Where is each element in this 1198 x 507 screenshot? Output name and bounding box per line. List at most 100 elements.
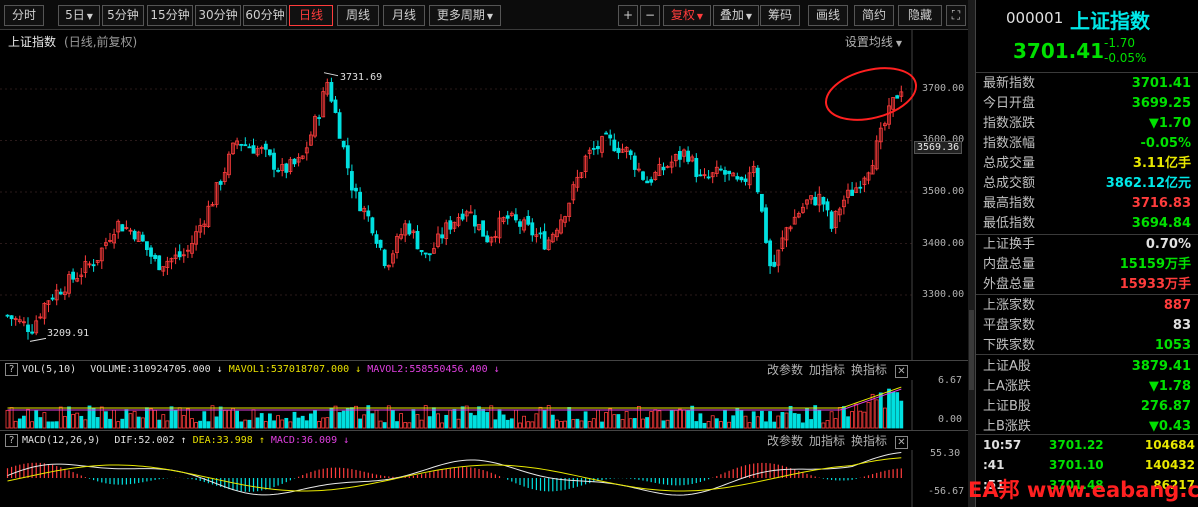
period-tab-30min[interactable]: 30分钟 — [195, 5, 241, 26]
volume-bar — [112, 409, 116, 429]
volume-bar — [378, 420, 383, 429]
volume-bar — [858, 410, 863, 429]
high-marker-arrow — [323, 72, 339, 77]
period-tab-daily[interactable]: 日线 — [289, 5, 333, 26]
vertical-scrollbar[interactable] — [968, 0, 975, 507]
zoom-out-button[interactable]: − — [640, 5, 660, 26]
add-indicator-button[interactable]: 加指标 — [808, 434, 845, 448]
candle-body — [620, 148, 625, 153]
volume-bar — [567, 407, 572, 429]
volume-bar — [149, 408, 153, 429]
candle-body — [526, 215, 531, 225]
fullscreen-icon[interactable]: ⛶ — [946, 5, 966, 26]
panel-divider — [976, 354, 1198, 355]
modify-params-button[interactable]: 改参数 — [766, 363, 803, 377]
draw-line-button[interactable]: 画线 — [808, 5, 848, 26]
volume-bar — [665, 419, 670, 429]
period-tab-minute[interactable]: 分时 — [4, 5, 44, 26]
volume-chart-canvas[interactable] — [0, 380, 968, 430]
close-icon[interactable]: ✕ — [895, 365, 908, 378]
switch-indicator-button[interactable]: 换指标 — [850, 363, 887, 377]
quote-row-value: 3879.41 — [1131, 359, 1191, 374]
volume-bar — [431, 407, 436, 429]
candle-body — [345, 145, 350, 169]
volume-bar — [308, 413, 313, 429]
volume-bar — [788, 405, 793, 429]
candle-body — [460, 213, 465, 220]
candle-body — [817, 193, 822, 206]
index-change-percent: -0.05% — [1104, 51, 1147, 65]
tick-time: :51 — [983, 478, 1005, 492]
volume-bar — [653, 409, 658, 429]
period-tab-5day[interactable]: 5日 ▼ — [58, 5, 100, 26]
candle-body — [616, 147, 621, 153]
quote-row: 最低指数 3694.84 — [983, 214, 1191, 234]
period-tab-60min[interactable]: 60分钟 — [243, 5, 287, 26]
volume-bar — [202, 411, 207, 429]
volume-bar — [222, 410, 227, 429]
quote-row-value: 3699.25 — [1131, 96, 1191, 111]
scrollbar-thumb[interactable] — [969, 310, 974, 390]
volume-bar — [87, 405, 92, 429]
price-chart-canvas[interactable] — [0, 30, 968, 360]
volume-bar — [354, 405, 358, 429]
candle-body — [198, 225, 203, 233]
quote-row-value: 3.11亿手 — [1132, 156, 1191, 171]
volume-bar — [505, 419, 510, 429]
candle-body — [276, 169, 281, 172]
volume-bar — [38, 417, 43, 429]
period-tab-15min[interactable]: 15分钟 — [147, 5, 193, 26]
volume-bar — [177, 407, 182, 429]
quote-row-label: 总成交额 — [983, 176, 1036, 191]
volume-bar — [153, 409, 158, 429]
modify-params-button[interactable]: 改参数 — [766, 434, 803, 448]
caret-down-icon: ▼ — [696, 12, 704, 21]
volume-bar — [538, 406, 543, 429]
candle-body — [878, 127, 883, 143]
volume-bar — [690, 405, 695, 429]
volume-bar — [440, 422, 445, 429]
zoom-in-button[interactable]: + — [618, 5, 638, 26]
period-tab-weekly[interactable]: 周线 — [337, 5, 379, 26]
ma-settings-dropdown[interactable]: 设置均线 ▼ — [845, 33, 902, 50]
volume-bar — [9, 407, 14, 429]
overlay-dropdown[interactable]: 叠加 ▼ — [713, 5, 759, 26]
volume-bar — [71, 413, 75, 429]
candle-body — [522, 219, 526, 231]
chips-button[interactable]: 筹码 — [760, 5, 800, 26]
close-icon[interactable]: ✕ — [895, 436, 908, 449]
candle-body — [682, 149, 686, 157]
candle-body — [337, 112, 342, 139]
candle-body — [116, 220, 121, 233]
volume-bar — [17, 418, 22, 429]
price-chart[interactable]: 上证指数 (日线,前复权) 设置均线 ▼ 3700.00 3600.00 3500.… — [0, 30, 968, 360]
adjust-dropdown[interactable]: 复权 ▼ — [663, 5, 711, 26]
tick-price: 3701.10 — [1049, 458, 1104, 472]
simple-mode-button[interactable]: 简约 — [854, 5, 894, 26]
candle-body — [354, 187, 358, 192]
quote-row-label: 指数涨幅 — [983, 136, 1036, 151]
more-periods-dropdown[interactable]: 更多周期 ▼ — [429, 5, 501, 26]
volume-bar — [731, 415, 736, 429]
volume-bar — [842, 406, 846, 429]
add-indicator-button[interactable]: 加指标 — [808, 363, 845, 377]
period-tab-5min[interactable]: 5分钟 — [102, 5, 144, 26]
quote-row-value: 15159万手 — [1119, 257, 1191, 272]
volume-bar — [878, 392, 883, 429]
candle-body — [58, 291, 63, 295]
candle-body — [423, 252, 428, 255]
volume-bar — [341, 410, 346, 429]
help-icon[interactable]: ? — [5, 362, 18, 376]
volume-bar — [169, 406, 174, 429]
candle-body — [403, 223, 408, 236]
candle-body — [477, 223, 481, 231]
arrow-up-icon: ↑ — [252, 435, 271, 446]
help-icon[interactable]: ? — [5, 433, 18, 447]
volume-bar — [99, 406, 104, 429]
switch-indicator-button[interactable]: 换指标 — [850, 434, 887, 448]
hide-button[interactable]: 隐藏 — [898, 5, 942, 26]
period-tab-monthly[interactable]: 月线 — [383, 5, 425, 26]
candle-body — [79, 274, 84, 277]
candle-body — [719, 168, 723, 171]
macd-chart-canvas[interactable] — [0, 450, 968, 507]
